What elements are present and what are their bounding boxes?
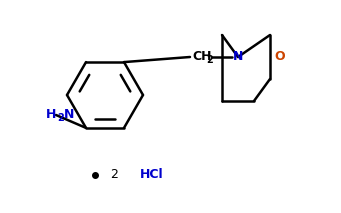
Text: 2: 2 — [110, 168, 118, 181]
Text: H: H — [46, 108, 56, 121]
Text: O: O — [274, 50, 285, 63]
Text: 2: 2 — [206, 55, 213, 65]
Text: 2: 2 — [57, 113, 64, 123]
Text: N: N — [233, 50, 243, 63]
Text: HCl: HCl — [140, 168, 164, 181]
Text: N: N — [64, 108, 74, 121]
Text: CH: CH — [192, 50, 211, 63]
